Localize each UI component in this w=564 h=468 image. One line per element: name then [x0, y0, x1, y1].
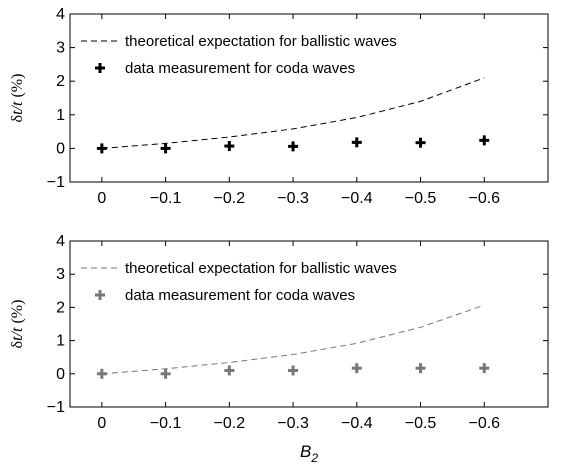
- y-tick-label: 4: [56, 6, 65, 23]
- x-tick-label: −0.1: [150, 415, 182, 432]
- legend-swatch-plus: [95, 290, 105, 300]
- y-axis-label-prefix: δ: [9, 115, 26, 123]
- y-tick-label: 0: [56, 140, 65, 157]
- coda-data-point: [351, 137, 362, 148]
- y-tick-label: 3: [56, 266, 65, 283]
- x-tick-label: −0.6: [468, 190, 500, 207]
- x-tick-label: −0.5: [405, 415, 437, 432]
- x-tick-label: −0.1: [150, 190, 182, 207]
- y-tick-label: −1: [47, 399, 65, 416]
- x-axis-label-subscript: 2: [310, 451, 318, 465]
- coda-data-point: [415, 363, 426, 374]
- y-tick-label: 2: [56, 73, 65, 90]
- theory-curve-line: [101, 304, 485, 375]
- legend-entry-label: theoretical expectation for ballistic wa…: [125, 33, 397, 50]
- chart-panel-2: −1 0 1 2 3 4 0 −0.1 −0.2 −0.3 −0.4 −0.5 −0.6 δt/t (%)…: [9, 233, 549, 465]
- x-tick-label: 0: [97, 415, 106, 432]
- coda-data-point: [160, 143, 171, 154]
- y-axis-label-italic: t/t: [9, 101, 26, 115]
- y-tick-label: 4: [56, 233, 65, 250]
- x-tick-label: −0.2: [214, 415, 246, 432]
- coda-data-point: [160, 368, 171, 379]
- legend-entry-label: data measurement for coda waves: [125, 287, 355, 304]
- x-tick-label: −0.3: [277, 190, 309, 207]
- x-tick-label: −0.2: [214, 190, 246, 207]
- x-tick-label: −0.3: [277, 415, 309, 432]
- y-tick-label: 3: [56, 40, 65, 57]
- y-axis-label-suffix: (%): [9, 74, 26, 102]
- y-axis-label-prefix: δ: [9, 341, 26, 349]
- plot-area-frame: [69, 240, 549, 408]
- theory-curve-line: [101, 77, 485, 149]
- y-axis-label-suffix: (%): [9, 300, 26, 328]
- coda-data-point: [415, 137, 426, 148]
- plot-area-frame: [69, 13, 549, 183]
- y-tick-label: 2: [56, 299, 65, 316]
- y-axis-label: δt/t (%): [9, 74, 26, 123]
- coda-data-point: [351, 363, 362, 374]
- coda-data-point: [288, 141, 299, 152]
- legend-swatch-plus: [95, 63, 105, 73]
- x-tick-label: −0.4: [341, 190, 373, 207]
- y-tick-label: 1: [56, 333, 65, 350]
- y-axis-label-italic: t/t: [9, 327, 26, 341]
- x-axis-label: B2: [300, 442, 318, 465]
- coda-data-point: [224, 365, 235, 376]
- y-axis-label: δt/t (%): [9, 300, 26, 349]
- y-tick-label: 0: [56, 366, 65, 383]
- coda-data-point: [288, 365, 299, 376]
- x-tick-label: −0.6: [468, 415, 500, 432]
- legend-entry-label: data measurement for coda waves: [125, 60, 355, 77]
- coda-data-point: [224, 141, 235, 152]
- coda-data-point: [96, 368, 107, 379]
- legend-entry-label: theoretical expectation for ballistic wa…: [125, 260, 397, 277]
- x-axis-label-main: B: [300, 442, 311, 461]
- coda-data-point: [479, 135, 490, 146]
- x-tick-label: 0: [97, 190, 106, 207]
- x-tick-label: −0.4: [341, 415, 373, 432]
- chart-panel-1: −1 0 1 2 3 4 0 −0.1 −0.2 −0.3 −0.4 −0.5 −0.6 δt/t (%)…: [9, 6, 549, 207]
- coda-data-point: [479, 363, 490, 374]
- y-tick-label: 1: [56, 107, 65, 124]
- coda-data-point: [96, 143, 107, 154]
- x-tick-label: −0.5: [405, 190, 437, 207]
- y-tick-label: −1: [47, 174, 65, 191]
